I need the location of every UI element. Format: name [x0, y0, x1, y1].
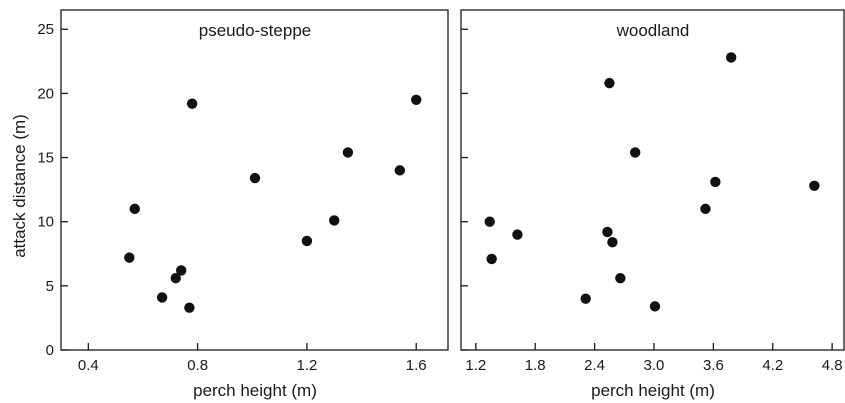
data-point [484, 216, 495, 227]
data-point [725, 52, 737, 63]
data-point [394, 165, 406, 176]
data-point [301, 235, 313, 247]
x-axis-title: perch height (m) [193, 381, 317, 400]
data-point [615, 272, 626, 284]
panel-title: woodland [616, 21, 690, 40]
x-axis-title: perch height (m) [591, 381, 715, 400]
data-point [186, 98, 198, 109]
x-tick-label: 3.0 [644, 357, 665, 374]
data-point [170, 272, 181, 284]
x-tick-label: 0.4 [78, 357, 99, 374]
data-point [604, 77, 615, 89]
data-point [607, 237, 618, 248]
panel-pseudo-steppe: pseudo-steppe 0.4 0.8 1.2 1.6 0 5 10 15 20 25 perch… [37, 9, 449, 400]
y-tick-label: 5 [46, 278, 54, 295]
data-point [629, 147, 641, 158]
data-point [411, 94, 422, 106]
y-tick-label: 20 [37, 85, 54, 102]
x-tick-label: 2.4 [584, 357, 605, 374]
x-tick-label: 4.8 [822, 357, 843, 374]
y-axis-title: attack distance (m) [10, 114, 29, 258]
x-tick-label: 1.2 [465, 357, 486, 374]
y-tick-label: 10 [37, 214, 54, 231]
data-point [329, 215, 340, 226]
x-tick-label: 0.8 [187, 357, 208, 374]
data-point [249, 172, 261, 184]
data-point [124, 252, 135, 263]
x-tick-label: 4.2 [762, 357, 783, 374]
data-point [129, 203, 140, 215]
x-tick-label: 3.6 [703, 357, 724, 374]
data-point [486, 253, 497, 265]
data-point [700, 203, 711, 215]
x-tick-label: 1.6 [406, 357, 427, 374]
plot-frame [60, 9, 449, 351]
panel-title: pseudo-steppe [199, 21, 311, 40]
data-point [710, 176, 721, 188]
data-point [176, 265, 187, 276]
y-tick-label: 15 [37, 150, 54, 167]
data-point [580, 293, 591, 304]
data-point [156, 292, 168, 303]
data-point [184, 302, 195, 313]
data-point [809, 180, 820, 191]
x-tick-label: 1.2 [296, 357, 317, 374]
plot-frame [460, 9, 845, 351]
data-point [512, 229, 523, 240]
y-tick-label: 0 [46, 342, 54, 359]
x-tick-label: 1.8 [525, 357, 546, 374]
data-point [649, 301, 661, 312]
data-point [602, 226, 613, 238]
data-point [342, 147, 354, 158]
y-tick-label: 25 [37, 21, 54, 38]
panel-woodland: woodland 1.2 1.8 2.4 3.0 3.6 4.2 4.8 perch heigh… [460, 9, 845, 400]
